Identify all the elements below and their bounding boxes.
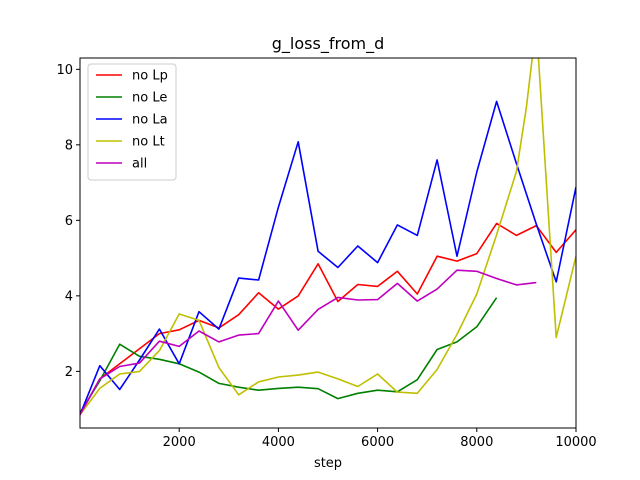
legend-label: all [132,157,147,172]
series-line-0 [80,222,576,416]
plot-frame [79,57,577,429]
legend: no Lp no Le no La no Lt all [87,63,177,181]
chart-title: g_loss_from_d [272,34,384,54]
y-tick-label: 6 [65,214,73,229]
y-tick-label: 8 [65,138,73,153]
legend-label: no Lt [132,135,165,150]
y-tick-label: 2 [65,365,73,380]
series-line-4 [80,269,537,416]
x-axis-label: step [314,456,342,471]
x-tick-label: 4000 [262,435,295,450]
x-tick-label: 2000 [163,435,196,450]
legend-box [87,63,177,181]
series-line-1 [80,297,498,414]
series-layer [80,58,576,416]
y-axis: 2 4 6 8 10 [56,63,80,380]
x-tick-label: 6000 [361,435,394,450]
series-line-2 [80,100,576,416]
series-line-3 [80,58,576,416]
y-tick-label: 4 [65,289,73,304]
x-tick-label: 10000 [555,435,596,450]
legend-label: no Le [132,91,167,106]
x-tick-label: 8000 [460,435,493,450]
legend-label: no La [132,113,168,128]
y-tick-label: 10 [56,63,73,78]
x-axis: 2000 4000 6000 8000 10000 [163,428,597,450]
legend-label: no Lp [132,69,168,84]
